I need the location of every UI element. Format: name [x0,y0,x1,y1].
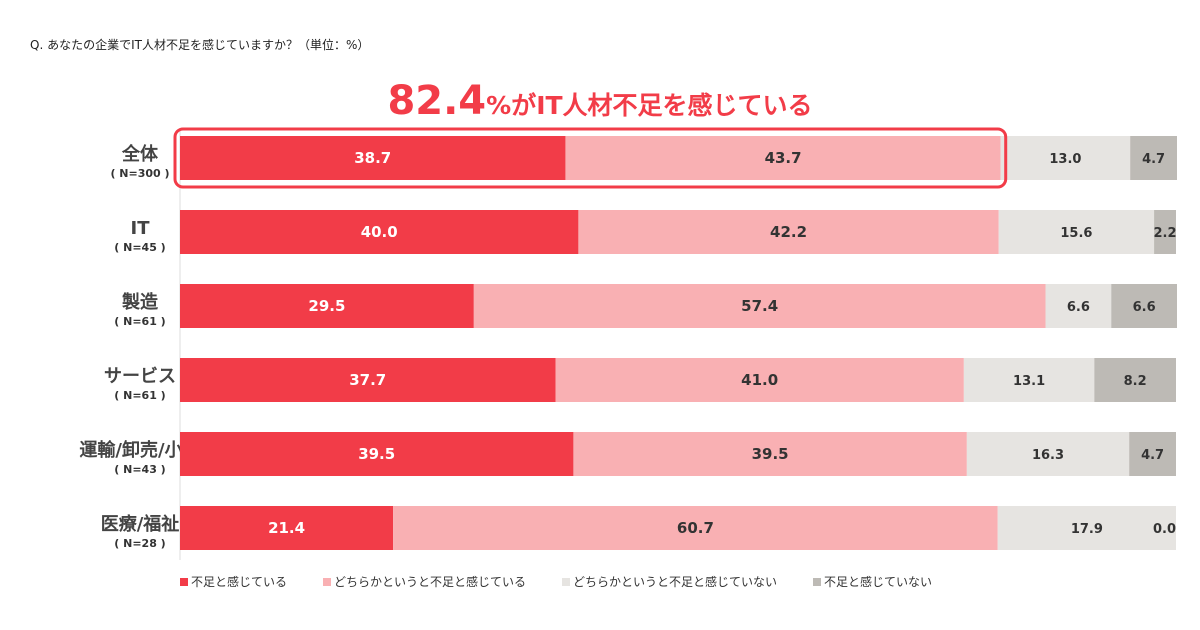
data-label: 57.4 [741,297,778,315]
data-label: 39.5 [752,445,789,463]
category-label: IT [131,218,151,239]
data-label: 6.6 [1067,300,1090,315]
bar-segment [180,432,574,476]
bar-segment [963,358,1095,402]
data-label: 40.0 [361,223,398,241]
bar-segment [1045,284,1112,328]
data-label: 4.7 [1141,448,1164,463]
data-label: 15.6 [1060,226,1092,241]
bar-segment [997,506,1176,550]
data-label: 4.7 [1142,152,1165,167]
data-label: 13.0 [1049,152,1081,167]
data-label: 0.0 [1153,522,1176,537]
legend-item: どちらかというと不足と感じている [323,573,526,590]
data-label: 41.0 [741,371,778,389]
data-label: 16.3 [1032,448,1064,463]
bar-segment [180,358,556,402]
bar-segment [1130,136,1177,180]
bar-segment [998,210,1155,254]
legend-item: 不足と感じていない [813,573,932,590]
data-label: 38.7 [354,149,391,167]
legend-item: 不足と感じている [180,573,287,590]
sample-size-label: ( N=28 ) [114,537,165,550]
sample-size-label: ( N=300 ) [110,167,169,180]
data-label: 6.6 [1133,300,1156,315]
data-label: 60.7 [677,519,714,537]
legend-label: どちらかというと不足と感じている [334,575,527,589]
data-label: 21.4 [268,519,305,537]
bar-segment [966,432,1130,476]
data-label: 29.5 [308,297,345,315]
legend-label: 不足と感じていない [824,575,933,589]
sample-size-label: ( N=43 ) [114,463,165,476]
legend-swatch [562,577,571,586]
legend-label: 不足と感じている [191,575,288,589]
data-label: 13.1 [1013,374,1045,389]
category-label: サービス [104,366,176,387]
data-label: 17.9 [1071,522,1103,537]
bar-segment [1129,432,1176,476]
data-label: 2.2 [1154,226,1177,241]
bar-segment [565,136,1001,180]
bar-segment [578,210,999,254]
data-label: 42.2 [770,223,807,241]
legend-swatch [813,577,822,586]
bar-segment [573,432,967,476]
bar-segment [1000,136,1131,180]
bar-segment [393,506,998,550]
bar-segment [1111,284,1177,328]
headline: 82.4%がIT人材不足を感じている [0,78,1200,124]
data-label: 8.2 [1124,374,1147,389]
legend-swatch [180,577,188,586]
data-label: 43.7 [765,149,802,167]
bar-segment [180,506,394,550]
question-text: Q. あなたの企業でIT人材不足を感じていますか？（単位：%） [30,38,370,52]
data-label: 39.5 [358,445,395,463]
highlight-box [173,127,1008,189]
category-label: 運輸/卸売/小売 [79,439,200,461]
bar-segment [180,136,566,180]
sample-size-label: ( N=61 ) [114,389,165,402]
category-label: 全体 [121,143,159,165]
bar-segment [555,358,964,402]
legend-label: どちらかというと不足と感じていない [573,575,778,589]
legend: 不足と感じている どちらかというと不足と感じている どちらかというと不足と感じていな… [180,573,968,590]
sample-size-label: ( N=45 ) [114,241,165,254]
bar-segment [1154,210,1176,254]
bar-segment [1094,358,1176,402]
headline-suffix: %がIT人材不足を感じている [486,91,813,120]
legend-item: どちらかというと不足と感じていない [562,573,777,590]
sample-size-label: ( N=61 ) [114,315,165,328]
bar-segment [180,210,579,254]
legend-swatch [323,577,332,586]
bar-segment [473,284,1046,328]
bar-segment [180,284,474,328]
category-label: 製造 [121,291,158,313]
category-label: 医療/福祉 [101,513,180,535]
headline-value: 82.4 [387,78,487,124]
data-label: 37.7 [349,371,386,389]
